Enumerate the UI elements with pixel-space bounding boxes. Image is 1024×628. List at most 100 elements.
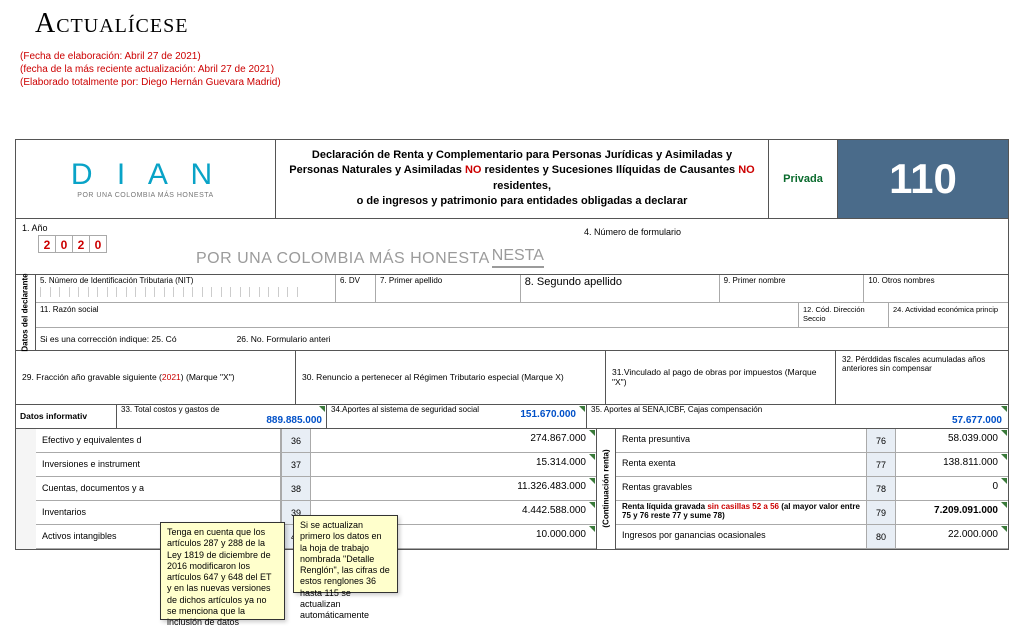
casilla-33[interactable]: 33. Total costos y gastos de 889.885.000 xyxy=(116,405,326,428)
renglon-38-label: Cuentas, documentos y a xyxy=(36,477,281,500)
renglon-38-num: 38 xyxy=(281,477,311,500)
det-vert-left xyxy=(16,429,36,549)
primer-apellido-cell[interactable]: 7. Primer apellido xyxy=(376,275,521,302)
year-cell: 1. Año 2 0 2 0 xyxy=(16,219,196,274)
segundo-apellido-cell[interactable]: 8. Segundo apellido xyxy=(521,275,720,302)
datos-declarante-label: Datos del declarante xyxy=(16,275,36,350)
casilla-29[interactable]: 29. Fracción año gravable siguiente (202… xyxy=(16,351,296,404)
casilla-34-value: 151.670.000 xyxy=(520,409,576,420)
privada-label: Privada xyxy=(768,140,838,218)
dian-logo-tagline: POR UNA COLOMBIA MÁS HONESTA xyxy=(77,192,213,199)
row-year: 1. Año 2 0 2 0 POR UNA COLOMBIA MÁS HONE… xyxy=(16,219,1008,275)
actividad-economica-cell[interactable]: 24. Actividad económica princip xyxy=(888,303,1008,327)
meta-block: (Fecha de elaboración: Abril 27 de 2021)… xyxy=(20,50,1009,89)
comment-marker-icon[interactable] xyxy=(589,502,595,508)
renglon-36-num: 36 xyxy=(281,429,311,452)
form-number-110: 110 xyxy=(838,140,1008,218)
id-block: Datos del declarante 5. Número de Identi… xyxy=(16,275,1008,351)
renglon-77[interactable]: Renta exenta77138.811.000 xyxy=(616,453,1008,477)
renglon-38[interactable]: Cuentas, documentos y a3811.326.483.000 xyxy=(36,477,596,501)
year-digit-3[interactable]: 2 xyxy=(72,235,90,253)
renglon-76[interactable]: Renta presuntiva7658.039.000 xyxy=(616,429,1008,453)
comment-marker-icon[interactable] xyxy=(589,478,595,484)
renglon-76-label: Renta presuntiva xyxy=(616,429,866,452)
no-formulario-anterior-label: 26. No. Formulario anteri xyxy=(237,334,331,344)
renglon-37-value: 15.314.000 xyxy=(311,453,596,476)
renglon-36-label: Efectivo y equivalentes d xyxy=(36,429,281,452)
year-digit-4[interactable]: 0 xyxy=(89,235,107,253)
casilla-32[interactable]: 32. Pérddidas fiscales acumuladas años a… xyxy=(836,351,1008,404)
row-datos-informativos: Datos informativ 33. Total costos y gast… xyxy=(16,405,1008,429)
renglon-77-num: 77 xyxy=(866,453,896,476)
renglon-80[interactable]: Ingresos por ganancias ocasionales8022.0… xyxy=(616,525,1008,549)
year-digit-1[interactable]: 2 xyxy=(38,235,56,253)
renglon-78[interactable]: Rentas gravables780 xyxy=(616,477,1008,501)
dian-logo-text: D I A N xyxy=(71,158,220,192)
tooltip-detalle-renglon: Si se actualizan primero los datos en la… xyxy=(293,515,398,593)
comment-marker-icon[interactable] xyxy=(1001,454,1007,460)
renglon-36-value: 274.867.000 xyxy=(311,429,596,452)
renglon-77-value: 138.811.000 xyxy=(896,453,1008,476)
year-boxes: 2 0 2 0 xyxy=(22,235,190,253)
comment-marker-icon[interactable] xyxy=(1001,430,1007,436)
comment-marker-icon[interactable] xyxy=(579,406,585,412)
meta-line-1: (Fecha de elaboración: Abril 27 de 2021) xyxy=(20,50,1009,63)
nit-cell[interactable]: 5. Número de Identificación Tributaria (… xyxy=(36,275,336,302)
comment-marker-icon[interactable] xyxy=(1001,526,1007,532)
renglon-80-value: 22.000.000 xyxy=(896,525,1008,548)
casilla-35[interactable]: 35. Aportes al SENA,ICBF, Cajas compensa… xyxy=(586,405,1008,428)
renglon-80-num: 80 xyxy=(866,525,896,548)
comment-marker-icon[interactable] xyxy=(589,454,595,460)
razon-social-cell[interactable]: 11. Razón social xyxy=(36,303,798,327)
comment-marker-icon[interactable] xyxy=(1001,502,1007,508)
dian-logo-cell: D I A N POR UNA COLOMBIA MÁS HONESTA xyxy=(16,140,276,218)
comment-marker-icon[interactable] xyxy=(1001,478,1007,484)
renglon-37-label: Inversiones e instrument xyxy=(36,453,281,476)
form-title-text: Declaración de Renta y Complementario pa… xyxy=(286,148,758,210)
renglon-76-num: 76 xyxy=(866,429,896,452)
meta-line-3: (Elaborado totalmente por: Diego Hernán … xyxy=(20,76,1009,89)
renglon-78-num: 78 xyxy=(866,477,896,500)
renglon-77-label: Renta exenta xyxy=(616,453,866,476)
renglon-80-label: Ingresos por ganancias ocasionales xyxy=(616,525,866,548)
renglon-37-num: 37 xyxy=(281,453,311,476)
renglon-38-value: 11.326.483.000 xyxy=(311,477,596,500)
renglon-79-num: 79 xyxy=(866,501,896,524)
form-container: D I A N POR UNA COLOMBIA MÁS HONESTA Dec… xyxy=(15,139,1009,550)
brand-title: Actualícese xyxy=(35,8,1009,40)
renglon-37[interactable]: Inversiones e instrument3715.314.000 xyxy=(36,453,596,477)
casilla-30[interactable]: 30. Renuncio a pertenecer al Régimen Tri… xyxy=(296,351,606,404)
continuacion-renta-label: (Continuación renta) xyxy=(596,429,616,549)
tooltip-articulos-287-288: Tenga en cuenta que los artículos 287 y … xyxy=(160,522,285,620)
dv-cell[interactable]: 6. DV xyxy=(336,275,376,302)
row-29-32: 29. Fracción año gravable siguiente (202… xyxy=(16,351,1008,405)
renglon-79[interactable]: Renta líquida gravada sin casillas 52 a … xyxy=(616,501,1008,525)
renglon-79-value: 7.209.091.000 xyxy=(896,501,1008,524)
datos-informativos-label: Datos informativ xyxy=(16,405,116,428)
comment-marker-icon[interactable] xyxy=(319,406,325,412)
slogan-cell: POR UNA COLOMBIA MÁS HONESTA NESTA xyxy=(196,219,578,274)
comment-marker-icon[interactable] xyxy=(589,526,595,532)
casilla-31[interactable]: 31.Vinculado al pago de obras por impues… xyxy=(606,351,836,404)
renglon-36[interactable]: Efectivo y equivalentes d36274.867.000 xyxy=(36,429,596,453)
casilla-35-value: 57.677.000 xyxy=(952,415,1002,426)
correccion-label: Si es una corrección indique: 25. Có xyxy=(40,334,177,344)
casilla-34[interactable]: 34.Aportes al sistema de seguridad socia… xyxy=(326,405,586,428)
renglon-78-label: Rentas gravables xyxy=(616,477,866,500)
renglon-79-label: Renta líquida gravada sin casillas 52 a … xyxy=(616,501,866,524)
renglon-78-value: 0 xyxy=(896,477,1008,500)
comment-marker-icon[interactable] xyxy=(589,430,595,436)
form-title-cell: Declaración de Renta y Complementario pa… xyxy=(276,140,768,218)
year-digit-2[interactable]: 0 xyxy=(55,235,73,253)
comment-marker-icon[interactable] xyxy=(1001,406,1007,412)
renglon-39-label: Inventarios xyxy=(36,501,281,524)
year-label: 1. Año xyxy=(22,223,190,233)
num-formulario-cell: 4. Número de formulario xyxy=(578,219,1008,274)
slogan-end: NESTA xyxy=(492,247,544,268)
primer-nombre-cell[interactable]: 9. Primer nombre xyxy=(720,275,865,302)
casilla-33-value: 889.885.000 xyxy=(266,415,322,426)
cod-direccion-cell[interactable]: 12. Cód. Dirección Seccio xyxy=(798,303,888,327)
otros-nombres-cell[interactable]: 10. Otros nombres xyxy=(864,275,1008,302)
renglon-76-value: 58.039.000 xyxy=(896,429,1008,452)
slogan-text: POR UNA COLOMBIA MÁS HONESTA xyxy=(196,250,490,268)
